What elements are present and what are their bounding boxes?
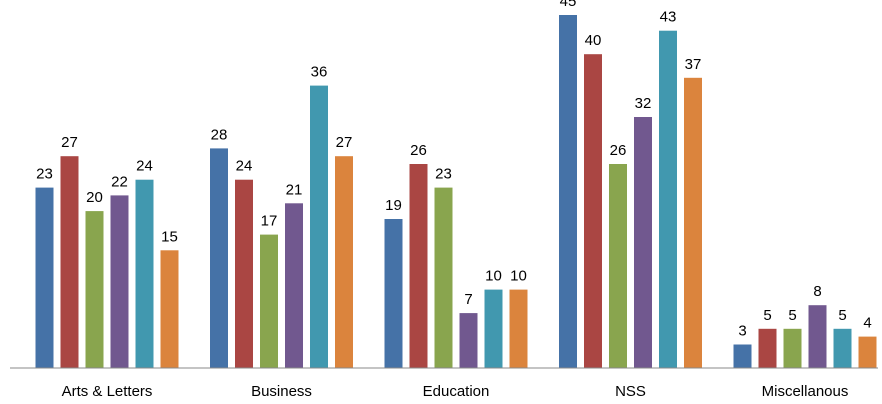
bar [60,156,79,368]
bar [509,289,528,368]
category-label: NSS [615,383,646,400]
bar [833,328,852,368]
bar [484,289,503,368]
data-label: 5 [763,307,771,324]
data-label: 23 [36,166,53,183]
bar [335,156,353,368]
category-label: Miscellanous [762,383,849,400]
bar [135,179,154,368]
data-label: 5 [788,307,796,324]
category-labels-layer: Arts & Letters Business Education NSS Miscel… [62,383,849,400]
bar [110,195,129,368]
bar [758,328,777,368]
bar [858,336,877,368]
bar [609,164,627,368]
bar [584,54,602,368]
data-label: 17 [261,213,278,230]
data-label: 24 [236,158,253,175]
data-label: 45 [560,0,577,10]
data-label: 8 [813,283,821,300]
data-label: 43 [660,9,677,26]
data-label: 15 [161,228,178,245]
bars-layer [35,15,877,369]
data-label: 27 [336,134,353,151]
data-label: 3 [738,323,746,340]
data-label: 28 [211,126,228,143]
data-label: 5 [838,307,846,324]
data-label: 10 [510,268,527,285]
data-label: 36 [311,64,328,81]
bar [733,344,752,368]
data-label: 26 [410,142,427,159]
bar [384,219,403,368]
category-label: Arts & Letters [62,383,153,400]
bar [559,15,577,368]
bar [409,164,428,368]
data-label: 20 [86,189,103,206]
data-label: 37 [685,56,702,73]
bar [808,305,827,368]
data-label: 40 [585,32,602,49]
bar [459,313,478,368]
bar [235,179,253,368]
bar [659,30,677,368]
data-label: 22 [111,173,128,190]
data-label: 7 [464,291,472,308]
data-label: 10 [485,268,502,285]
bar [210,148,228,368]
bar [35,187,54,368]
data-label: 21 [286,181,303,198]
category-label: Business [251,383,312,400]
bar [260,234,278,368]
bar [160,250,179,368]
bar [684,77,702,369]
bar [310,85,328,368]
bar [285,203,303,368]
bar [634,117,652,368]
data-label: 27 [61,134,78,151]
data-label: 4 [863,315,871,332]
data-label: 23 [435,166,452,183]
data-label: 32 [635,95,652,112]
category-label: Education [423,383,490,400]
data-label: 26 [610,142,627,159]
bar [783,328,802,368]
bar [85,211,104,368]
data-label: 24 [136,158,153,175]
data-label: 19 [385,197,402,214]
bar [434,187,453,368]
